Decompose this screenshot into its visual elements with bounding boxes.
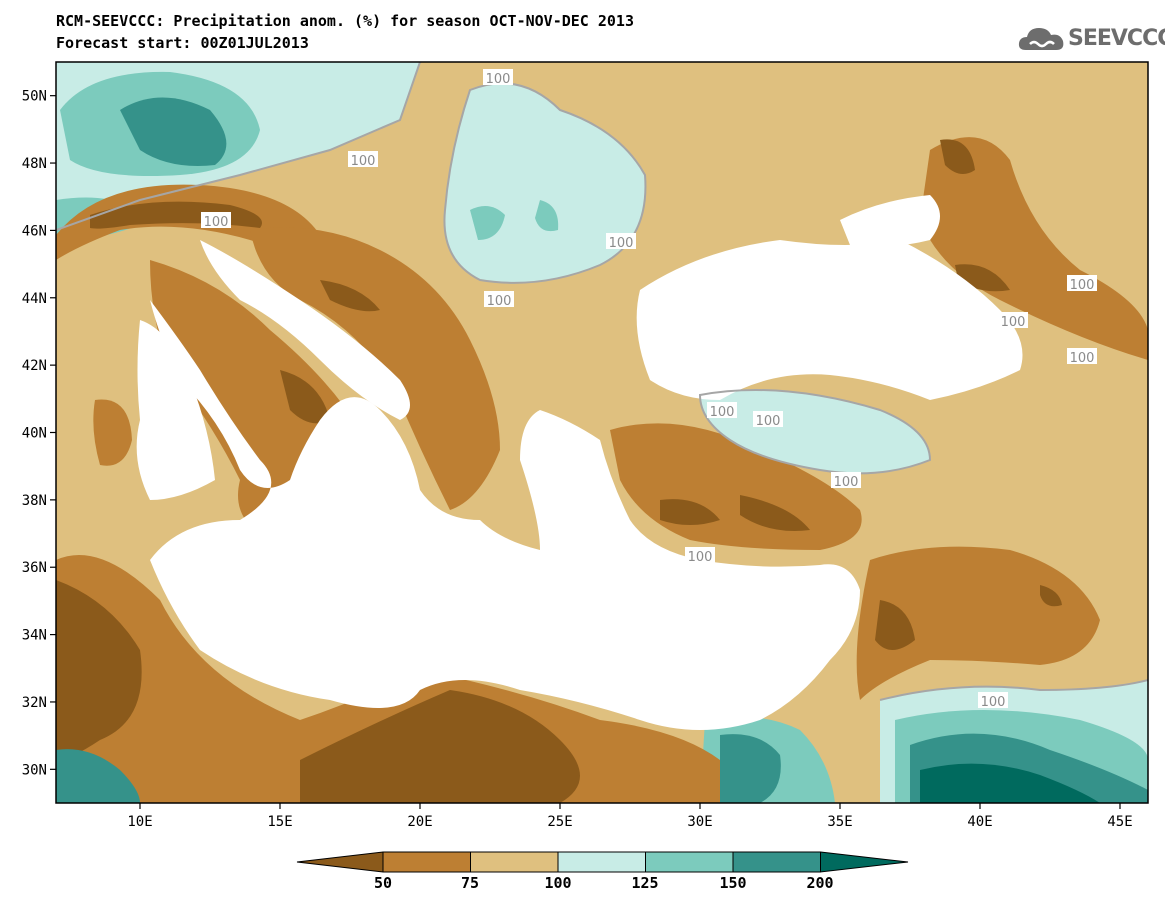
contour-label: 100 (710, 405, 735, 420)
wet-zone-pannonian-core (470, 206, 505, 240)
contour-label-bg (707, 402, 737, 418)
colorbar-box-125-150 (645, 851, 734, 873)
colorbar-label-100: 100 (544, 874, 572, 892)
colorbar-box-100-125 (557, 851, 646, 873)
lat-tick-label: 36N (22, 560, 47, 576)
dry-zone-levant (856, 546, 1100, 700)
wet-zone-central-europe-core (120, 97, 227, 166)
dry-zone-dinaric (250, 227, 500, 510)
contour-label-bg (753, 411, 783, 427)
contour-label: 100 (1070, 351, 1095, 366)
lon-tick-label: 10E (127, 814, 152, 830)
lon-tick-label: 35E (827, 814, 852, 830)
sea-mediterranean (150, 300, 860, 730)
dry-zone-north-africa-core (56, 580, 142, 760)
colorbar-box-150-200 (732, 851, 821, 873)
colorbar (296, 851, 909, 873)
dry-zone-levant-core2 (1040, 585, 1062, 607)
wet-zone-sw-corner (56, 749, 140, 803)
contour-label-bg (978, 692, 1008, 708)
contour-label: 100 (688, 550, 713, 565)
chart-subtitle: Forecast start: 00Z01JUL2013 (56, 34, 309, 52)
lon-tick-label: 20E (407, 814, 432, 830)
contour-label-bg (998, 312, 1028, 328)
wet-zone-anatolia (700, 390, 930, 474)
sea-tyrrhenian (136, 320, 215, 500)
lat-tick-label: 40N (22, 426, 47, 442)
lon-tick-label: 40E (967, 814, 992, 830)
contour-label: 100 (204, 215, 229, 230)
sea-black (636, 240, 1023, 400)
colorbar-label-200: 200 (806, 874, 834, 892)
dry-zone-sardinia (93, 399, 132, 466)
latitude-axis: 50N 48N 46N 44N 42N 40N 38N 36N 34N 32N 30N (22, 89, 56, 778)
dry-zone-libya-core (300, 690, 580, 803)
contour-label-bg (348, 151, 378, 167)
colorbar-box-50-75 (382, 851, 471, 873)
dry-zone-italy-core (280, 370, 330, 424)
sea-azov (840, 195, 940, 247)
lat-tick-label: 30N (22, 762, 47, 778)
colorbar-label-125: 125 (631, 874, 659, 892)
lat-tick-label: 32N (22, 695, 47, 711)
longitude-axis: 10E 15E 20E 25E 30E 35E 40E 45E (127, 803, 1133, 830)
wet-zone-arabia-core2 (920, 763, 1100, 803)
contour-label: 100 (609, 236, 634, 251)
contour-label: 100 (756, 414, 781, 429)
contour-label-bg (484, 291, 514, 307)
contour-label: 100 (487, 294, 512, 309)
contour-label: 100 (1070, 278, 1095, 293)
sea-adriatic (200, 240, 410, 420)
chart-title: RCM-SEEVCCC: Precipitation anom. (%) for… (56, 12, 634, 30)
contour-labels: 100 100 100 100 100 100 100 100 100 100 100 100 100 (201, 69, 1097, 710)
dry-zone-russia-core (940, 139, 975, 174)
colorbar-label-75: 75 (460, 874, 480, 892)
contour-label: 100 (834, 475, 859, 490)
colorbar-arrow-left (296, 851, 384, 873)
colorbar-label-150: 150 (719, 874, 747, 892)
logo-text: SEEVCCC (1068, 26, 1165, 51)
lon-tick-label: 15E (267, 814, 292, 830)
wet-zone-sinai-core (720, 734, 781, 803)
dry-zone-russia (920, 137, 1148, 360)
lon-tick-label: 45E (1107, 814, 1132, 830)
lat-tick-label: 42N (22, 358, 47, 374)
contour-lines (56, 62, 1148, 701)
contour-label-bg (201, 212, 231, 228)
dry-zone-dinaric-core (320, 280, 380, 312)
seevccc-logo: SEEVCCC (1018, 24, 1165, 54)
lon-tick-label: 25E (547, 814, 572, 830)
dry-zone-anatolia-core (660, 499, 720, 525)
contour-label: 100 (351, 154, 376, 169)
colorbar-arrow-right (820, 851, 909, 873)
contour-label-bg (1067, 348, 1097, 364)
wet-zone-pannonian-core2 (535, 200, 559, 232)
lat-tick-label: 34N (22, 628, 47, 644)
contour-label-bg (685, 547, 715, 563)
contour-label-bg (606, 233, 636, 249)
contour-label-bg (1067, 275, 1097, 291)
lat-tick-label: 38N (22, 493, 47, 509)
lon-tick-label: 30E (687, 814, 712, 830)
contour-label-bg (831, 472, 861, 488)
colorbar-label-50: 50 (373, 874, 393, 892)
dry-zone-levant-core (875, 600, 915, 650)
contour-label-bg (483, 69, 513, 85)
lat-tick-label: 46N (22, 223, 47, 239)
dry-zone-anatolia-core2 (740, 495, 810, 531)
contour-label: 100 (1001, 315, 1026, 330)
lat-tick-label: 44N (22, 291, 47, 307)
contour-label: 100 (486, 72, 511, 87)
cloud-icon (1018, 28, 1064, 50)
lat-tick-label: 50N (22, 89, 47, 105)
colorbar-box-75-100 (470, 851, 559, 873)
lat-tick-label: 48N (22, 156, 47, 172)
map-area (56, 62, 1148, 803)
contour-label: 100 (981, 695, 1006, 710)
